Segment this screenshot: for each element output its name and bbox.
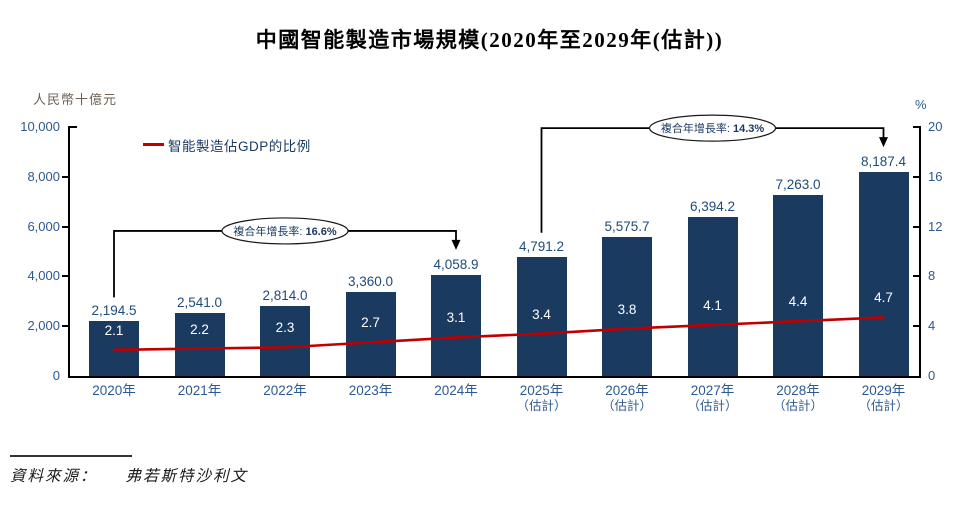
tick-mark — [62, 225, 68, 228]
x-axis-label: 2022年 — [240, 383, 330, 398]
x-axis-label-year: 2028年 — [776, 383, 820, 398]
y-axis-right — [919, 126, 921, 377]
bar — [687, 216, 738, 376]
x-axis-label: 2023年 — [326, 383, 416, 398]
bar-pct-label: 2.1 — [104, 322, 124, 338]
bar — [431, 274, 481, 376]
bar-value-label: 2,814.0 — [262, 287, 308, 303]
bar-pct-label: 4.7 — [874, 290, 893, 306]
source-note: 資料來源： 弗若斯特沙利文 — [10, 464, 248, 486]
bar-value-label: 7,263.0 — [775, 177, 821, 193]
x-axis — [68, 376, 921, 378]
y-tick-label-left: 8,000 — [27, 168, 60, 184]
tick-mark — [70, 126, 77, 128]
y-tick-label-right: 20 — [928, 119, 943, 134]
bar-pct-label: 2.3 — [275, 320, 295, 336]
y-tick-label-left: 0 — [52, 368, 60, 383]
bar-value-label: 4,058.9 — [433, 256, 479, 272]
y-tick-label-right: 16 — [928, 168, 943, 184]
bar-pct-label: 3.8 — [617, 301, 637, 317]
source-divider — [10, 455, 132, 457]
bar-pct-label: 4.4 — [788, 294, 808, 310]
bar-value-label: 8,187.4 — [860, 154, 907, 170]
x-axis-label-year: 2026年 — [605, 383, 649, 398]
bar — [345, 292, 396, 376]
tick-mark — [913, 126, 919, 128]
x-axis-label-year: 2025年 — [519, 383, 564, 398]
x-axis-label-year: 2021年 — [177, 383, 222, 398]
bar-value-label: 4,791.2 — [518, 238, 565, 254]
x-axis-label-year: 2029年 — [861, 383, 906, 398]
bar-value-label: 3,360.0 — [347, 274, 394, 290]
left-axis-unit-label: 人民幣十億元 — [33, 92, 118, 107]
x-axis-label: 2020年 — [69, 383, 159, 398]
x-axis-label-year: 2022年 — [263, 383, 307, 398]
x-axis-label-year: 2020年 — [92, 383, 136, 398]
y-tick-label-left: 4,000 — [27, 268, 60, 284]
x-axis-label: 2029年 （估計） — [839, 383, 929, 414]
legend-label: 智能製造佔GDP的比例 — [168, 139, 311, 154]
tick-mark — [62, 175, 68, 178]
bar — [260, 305, 310, 376]
bar-pct-label: 3.1 — [446, 310, 466, 326]
x-axis-label-year: 2024年 — [434, 383, 478, 398]
bar-value-label: 6,394.2 — [689, 198, 736, 214]
y-tick-label-left: 10,000 — [20, 119, 60, 134]
x-axis-label-estimate: （估計） — [687, 399, 738, 413]
y-tick-label-right: 4 — [928, 318, 936, 334]
source-label: 資料來源： — [10, 468, 98, 485]
tick-mark — [913, 225, 919, 228]
x-axis-label-estimate: （估計） — [516, 399, 567, 413]
x-axis-label: 2028年 （估計） — [753, 383, 843, 414]
bar — [858, 172, 909, 376]
x-axis-label: 2021年 — [155, 383, 245, 398]
x-axis-label-estimate: （估計） — [772, 399, 823, 413]
x-axis-label: 2024年 — [411, 383, 501, 398]
right-axis-unit-label: % — [915, 97, 927, 112]
bar-value-label: 2,194.5 — [91, 303, 137, 319]
x-axis-label-year: 2027年 — [690, 383, 735, 398]
bar-pct-label: 2.7 — [361, 315, 380, 331]
x-axis-label-year: 2023年 — [348, 383, 393, 398]
bar-value-label: 2,541.0 — [176, 294, 223, 310]
x-axis-label: 2026年 （估計） — [582, 383, 672, 414]
chart-title: 中國智能製造市場規模(2020年至2029年(估計)) — [255, 28, 724, 52]
bar-value-label: 5,575.7 — [604, 219, 650, 235]
tick-mark — [913, 175, 919, 178]
x-axis-label: 2025年 （估計） — [497, 383, 587, 414]
source-value: 弗若斯特沙利文 — [125, 468, 249, 485]
y-axis-left — [68, 126, 70, 377]
y-tick-label-right: 12 — [928, 218, 943, 234]
tick-mark — [913, 325, 919, 328]
bar-pct-label: 3.4 — [532, 306, 551, 322]
legend-line-swatch — [143, 143, 164, 146]
bar — [773, 195, 823, 376]
y-tick-label-left: 2,000 — [27, 318, 60, 334]
x-axis-label-estimate: （估計） — [601, 399, 652, 413]
y-tick-label-left: 6,000 — [27, 218, 60, 234]
x-axis-label-estimate: （估計） — [858, 399, 909, 413]
tick-mark — [62, 275, 68, 278]
bar-pct-label: 4.1 — [703, 297, 722, 313]
tick-mark — [62, 325, 68, 328]
y-tick-label-right: 0 — [928, 368, 936, 383]
tick-mark — [913, 275, 919, 278]
bar-pct-label: 2.2 — [190, 321, 209, 337]
bar — [602, 237, 652, 376]
x-axis-label: 2027年 （估計） — [668, 383, 758, 414]
y-tick-label-right: 8 — [928, 268, 936, 284]
